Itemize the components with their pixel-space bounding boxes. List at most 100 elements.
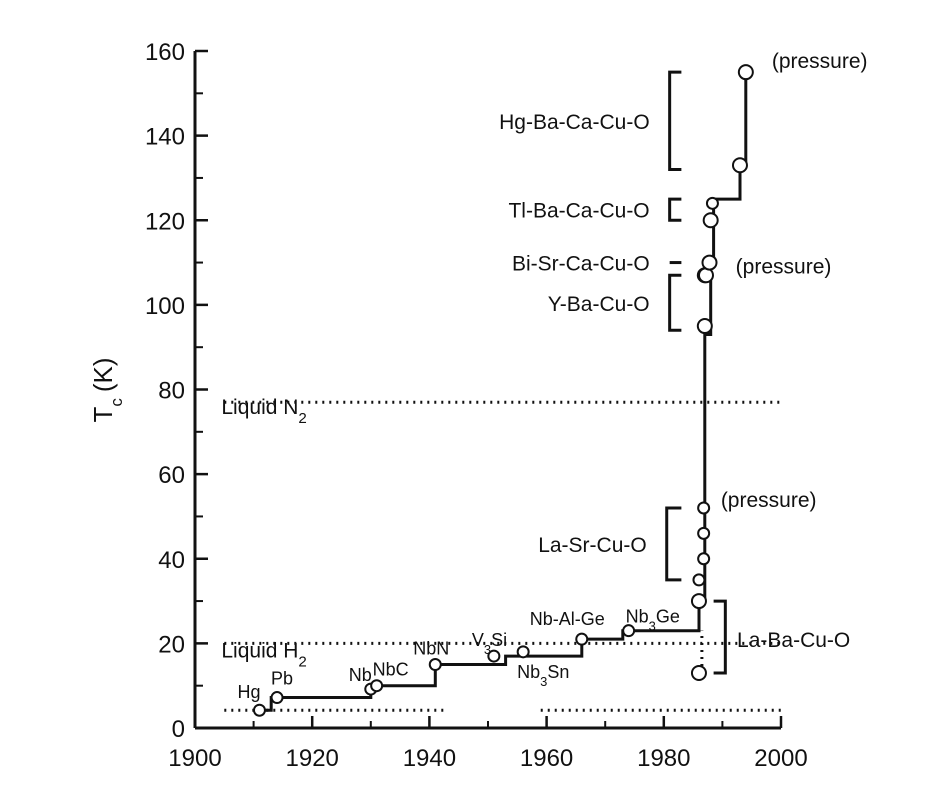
data-point-12 — [697, 552, 711, 566]
y-tick-label-5-part-0: 100 — [145, 293, 185, 320]
material-label-8-part-0: Nb — [626, 607, 649, 627]
family-label-3-part-0: Y-Ba-Cu-O — [548, 293, 650, 316]
pressure-annotation-1: (pressure) — [736, 256, 832, 279]
pressure-annotation-2: (pressure) — [721, 489, 817, 512]
family-label-5-part-0: La-Ba-Cu-O — [737, 629, 850, 652]
material-label-7-part-0: Nb-Al-Ge — [530, 609, 605, 629]
material-label-6-part-1: 3 — [540, 673, 547, 688]
y-tick-label-1: 20 — [158, 631, 185, 658]
material-label-2: Nb — [349, 665, 372, 685]
y-tick-label-5: 100 — [145, 293, 185, 320]
liquid-n2-label-part-0: Liquid N — [221, 396, 298, 419]
data-point-20 — [705, 196, 719, 210]
x-tick-label-4: 1980 — [637, 745, 690, 772]
liquid-h2-label-part-1: 2 — [298, 653, 306, 670]
pressure-annotation-2-part-0: (pressure) — [721, 489, 817, 512]
y-tick-label-4: 80 — [158, 378, 185, 405]
y-axis-label: Tc (K) — [88, 357, 126, 422]
x-tick-label-5: 2000 — [754, 745, 807, 772]
family-label-2: Bi-Sr-Ca-Cu-O — [512, 253, 650, 276]
x-tick-label-1-part-0: 1920 — [286, 745, 339, 772]
material-label-1-part-0: Pb — [271, 669, 293, 689]
material-label-4: NbN — [413, 639, 449, 659]
material-label-6: Nb3Sn — [517, 662, 569, 689]
pressure-annotation-0-part-0: (pressure) — [772, 50, 868, 73]
data-point-4 — [428, 658, 442, 672]
x-tick-label-5-part-0: 2000 — [754, 745, 807, 772]
family-label-1-part-0: Tl-Ba-Ca-Cu-O — [508, 200, 649, 223]
family-label-4-part-0: La-Sr-Cu-O — [538, 534, 647, 557]
y-tick-label-2-part-0: 40 — [158, 547, 185, 574]
family-label-2-part-0: Bi-Sr-Ca-Cu-O — [512, 253, 650, 276]
family-bracket-5 — [713, 599, 727, 675]
pressure-annotation-0: (pressure) — [772, 50, 868, 73]
data-point-13 — [697, 526, 711, 540]
family-bracket-0 — [668, 70, 682, 171]
y-tick-label-0: 0 — [172, 716, 185, 743]
family-label-1: Tl-Ba-Ca-Cu-O — [508, 200, 649, 223]
x-tick-label-4-part-0: 1980 — [637, 745, 690, 772]
x-tick-label-1: 1920 — [286, 745, 339, 772]
x-tick-label-0: 1900 — [168, 745, 221, 772]
y-tick-label-4-part-0: 80 — [158, 378, 185, 405]
material-label-3: NbC — [373, 660, 409, 680]
liquid-n2-label: Liquid N2 — [221, 396, 306, 427]
family-label-0-part-0: Hg-Ba-Ca-Cu-O — [499, 111, 650, 134]
data-point-5 — [487, 649, 501, 663]
material-label-6-part-2: Sn — [547, 662, 569, 682]
liquid-n2-label-part-1: 2 — [298, 410, 306, 427]
x-tick-label-0-part-0: 1900 — [168, 745, 221, 772]
data-point-1 — [270, 691, 284, 705]
y-axis-label-unit: (K) — [88, 357, 118, 392]
material-label-5-part-0: V — [472, 630, 484, 650]
family-label-3: Y-Ba-Cu-O — [548, 293, 650, 316]
material-label-2-part-0: Nb — [349, 665, 372, 685]
axes: 1900 1920 1940 1960 1980 2000 0 20 40 60 80 100 120 1… — [145, 39, 808, 772]
liquid-h2-label: Liquid H2 — [221, 639, 306, 670]
x-tick-label-3-part-0: 1960 — [520, 745, 573, 772]
material-label-7: Nb-Al-Ge — [530, 609, 605, 629]
family-bracket-3 — [668, 273, 682, 332]
y-tick-label-2: 40 — [158, 547, 185, 574]
y-tick-label-8: 160 — [145, 39, 185, 66]
family-label-4: La-Sr-Cu-O — [538, 534, 647, 557]
family-bracket-4 — [665, 506, 682, 582]
y-tick-label-7: 140 — [145, 124, 185, 151]
data-point-14 — [697, 501, 711, 515]
y-axis-label-main: T — [88, 407, 118, 423]
data-point-15 — [696, 318, 713, 335]
material-label-5-part-2: Si — [491, 630, 507, 650]
material-label-1: Pb — [271, 669, 293, 689]
data-points — [252, 64, 754, 717]
y-tick-label-8-part-0: 160 — [145, 39, 185, 66]
data-point-6 — [516, 645, 530, 659]
x-tick-label-2: 1940 — [403, 745, 456, 772]
material-label-6-part-0: Nb — [517, 662, 540, 682]
material-label-5-part-1: 3 — [484, 642, 491, 657]
material-label-8-part-2: Ge — [656, 607, 680, 627]
y-tick-label-0-part-0: 0 — [172, 716, 185, 743]
material-label-4-part-0: NbN — [413, 639, 449, 659]
x-tick-label-2-part-0: 1940 — [403, 745, 456, 772]
y-tick-label-3: 60 — [158, 462, 185, 489]
data-point-22 — [737, 64, 754, 81]
material-label-0-part-0: Hg — [237, 682, 260, 702]
material-label-5: V3Si — [472, 630, 507, 657]
liquid-h2-label-part-0: Liquid H — [221, 639, 298, 662]
family-label-0: Hg-Ba-Ca-Cu-O — [499, 111, 650, 134]
data-point-21 — [731, 157, 748, 174]
data-point-9 — [690, 664, 707, 681]
data-point-0 — [252, 703, 266, 717]
data-point-19 — [702, 212, 719, 229]
material-label-8: Nb3Ge — [626, 607, 680, 634]
x-tick-label-3: 1960 — [520, 745, 573, 772]
material-label-0: Hg — [237, 682, 260, 702]
data-point-11 — [692, 573, 706, 587]
material-label-8-part-1: 3 — [649, 618, 656, 633]
family-bracket-1 — [668, 197, 682, 222]
pressure-annotation-1-part-0: (pressure) — [736, 256, 832, 279]
y-tick-label-1-part-0: 20 — [158, 631, 185, 658]
